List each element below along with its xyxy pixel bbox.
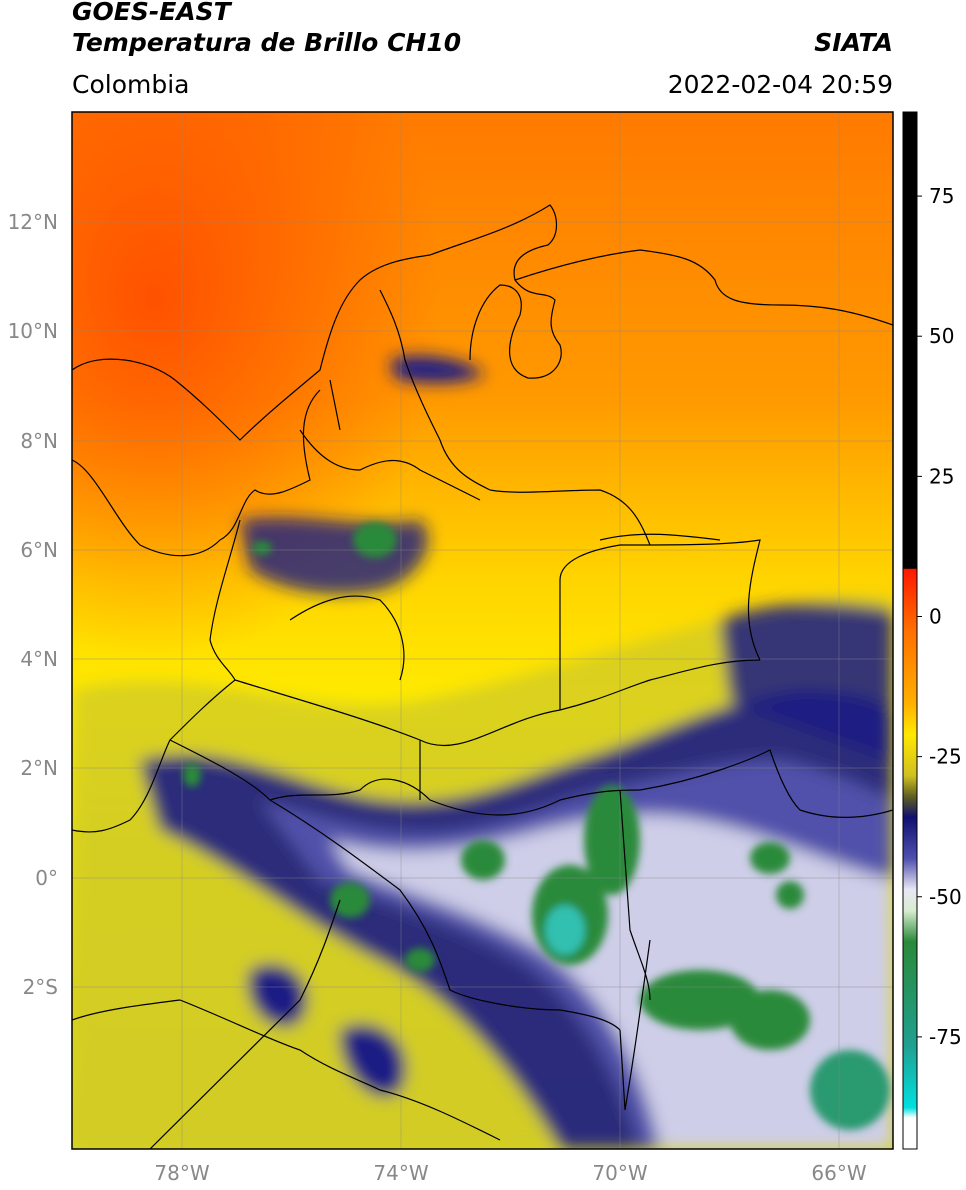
colorbar-tick-label: -50 (929, 885, 962, 909)
lat-label: 2°S (23, 975, 58, 999)
lon-label: 78°W (154, 1161, 209, 1185)
graticule (72, 112, 893, 1149)
colorbar-tick-label: 75 (929, 184, 954, 208)
lat-label: 0° (35, 866, 58, 890)
lon-label: 66°W (811, 1161, 866, 1185)
region-label: Colombia (72, 70, 190, 99)
lat-label: 12°N (8, 210, 58, 234)
lon-label: 74°W (373, 1161, 428, 1185)
brand-label: SIATA (814, 28, 893, 57)
lon-label: 70°W (592, 1161, 647, 1185)
colorbar (902, 111, 918, 1150)
colorbar-tick-label: -25 (929, 745, 962, 769)
boundary-lines (72, 204, 893, 1149)
lat-label: 10°N (8, 319, 58, 343)
timestamp-label: 2022-02-04 20:59 (667, 70, 893, 99)
colorbar-tick-label: -75 (929, 1025, 962, 1049)
colorbar-tick-label: 50 (929, 324, 954, 348)
lat-label: 2°N (20, 756, 58, 780)
brightness-temperature-field (72, 112, 893, 1149)
latitude-labels: 12°N 10°N 8°N 6°N 4°N 2°N 0° 2°S (8, 210, 58, 999)
colorbar-tick-label: 0 (929, 604, 942, 628)
colorbar-tick-label: 25 (929, 464, 954, 488)
map-frame (71, 111, 894, 1150)
product-title: Temperatura de Brillo CH10 (72, 28, 462, 57)
longitude-labels: 78°W 74°W 70°W 66°W (154, 1161, 866, 1185)
lat-label: 4°N (20, 647, 58, 671)
satellite-title: GOES-EAST (72, 0, 231, 26)
lat-label: 8°N (20, 429, 58, 453)
colorbar-ticks: 75 50 25 0 -25 -50 -75 (917, 184, 962, 1049)
lat-label: 6°N (20, 538, 58, 562)
